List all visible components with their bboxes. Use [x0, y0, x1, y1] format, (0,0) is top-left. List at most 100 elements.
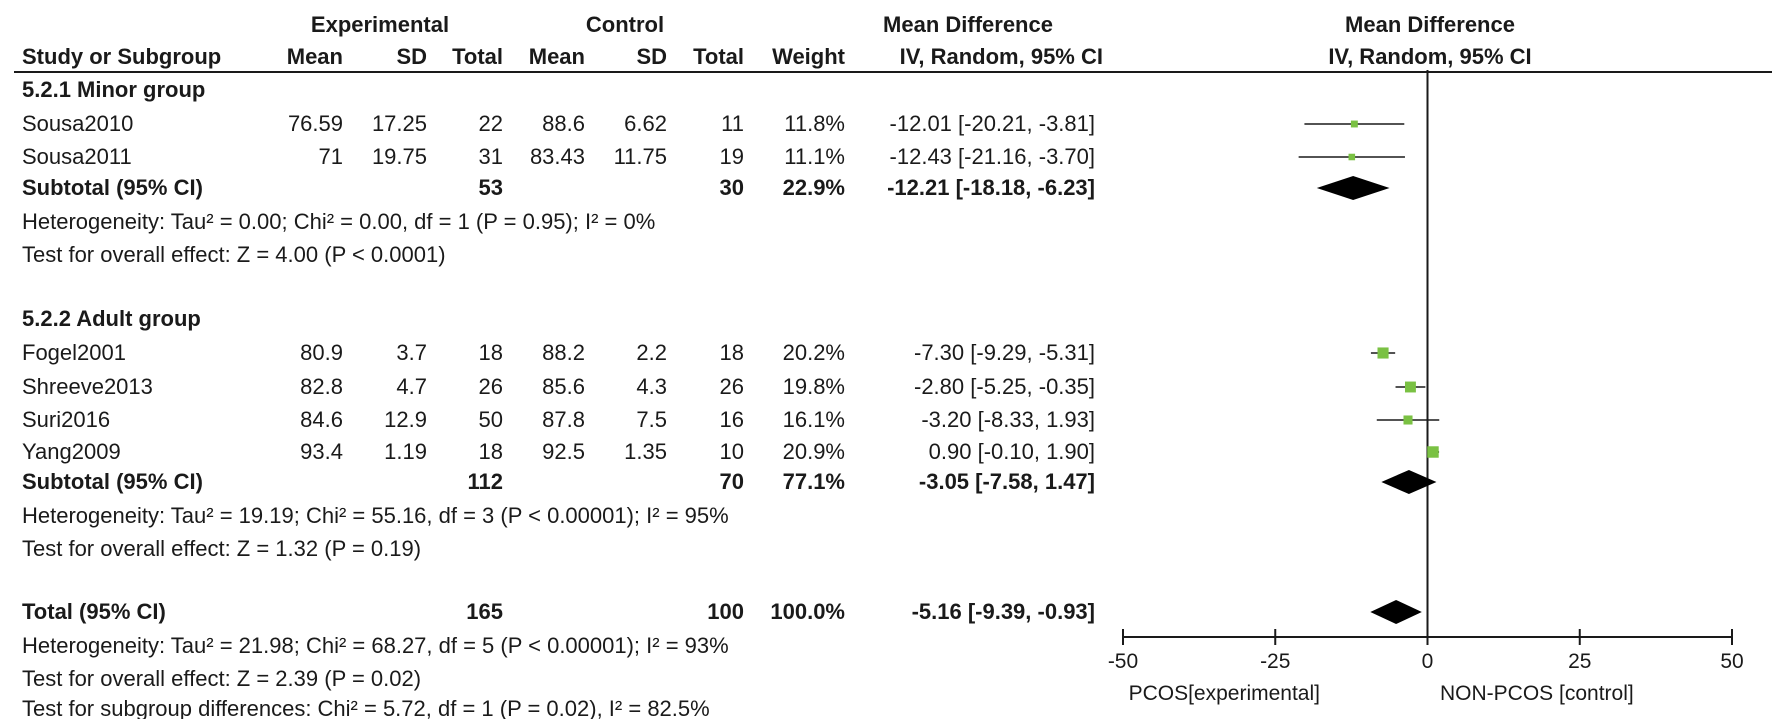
ctl-sd: 6.62 [624, 111, 667, 136]
ctl-mean: 85.6 [542, 374, 585, 399]
study-point [1350, 120, 1358, 128]
header-experimental: Experimental [311, 12, 449, 37]
subgroup-title: 5.2.1 Minor group [22, 77, 205, 102]
header-mean-difference: Mean Difference [883, 12, 1053, 37]
x-tick-label: 25 [1568, 650, 1591, 673]
study-name: Yang2009 [22, 439, 121, 464]
exp-mean: 84.6 [300, 407, 343, 432]
exp-sd: 3.7 [396, 340, 427, 365]
table-row: Shreeve2013 82.8 4.7 26 85.6 4.3 26 19.8… [22, 374, 1095, 399]
subtotal-ci: -12.21 [-18.18, -6.23] [887, 175, 1095, 200]
exp-sd: 17.25 [372, 111, 427, 136]
ctl-mean: 88.2 [542, 340, 585, 365]
heterogeneity-text: Heterogeneity: Tau² = 0.00; Chi² = 0.00,… [22, 209, 655, 234]
weight: 16.1% [783, 407, 845, 432]
study-point [1404, 381, 1416, 393]
total-exp-total: 165 [466, 599, 503, 624]
ctl-total: 19 [720, 144, 744, 169]
study-point [1427, 446, 1439, 458]
pooled-diamond [1370, 600, 1422, 624]
ctl-total: 10 [720, 439, 744, 464]
ci-text: -3.20 [-8.33, 1.93] [921, 407, 1095, 432]
header-control: Control [586, 12, 664, 37]
exp-total: 50 [479, 407, 503, 432]
col-plot-method: IV, Random, 95% CI [1328, 44, 1531, 69]
overall-effect-text: Test for overall effect: Z = 4.00 (P < 0… [22, 242, 446, 267]
subtotal-ctl-total: 30 [720, 175, 744, 200]
table-row: Yang2009 93.4 1.19 18 92.5 1.35 10 20.9%… [22, 439, 1095, 464]
exp-sd: 4.7 [396, 374, 427, 399]
study-name: Shreeve2013 [22, 374, 153, 399]
x-tick-label: 0 [1422, 650, 1434, 673]
exp-mean: 80.9 [300, 340, 343, 365]
overall-effect-text: Test for overall effect: Z = 1.32 (P = 0… [22, 536, 421, 561]
total-ci: -5.16 [-9.39, -0.93] [912, 599, 1095, 624]
col-ctl-sd: SD [636, 44, 667, 69]
exp-total: 31 [479, 144, 503, 169]
subgroup-adult: 5.2.2 Adult group Fogel2001 80.9 3.7 18 … [22, 306, 1095, 561]
total-label: Total (95% CI) [22, 599, 166, 624]
ctl-mean: 83.43 [530, 144, 585, 169]
study-name: Suri2016 [22, 407, 110, 432]
exp-total: 22 [479, 111, 503, 136]
exp-sd: 19.75 [372, 144, 427, 169]
exp-mean: 76.59 [288, 111, 343, 136]
total-section: Total (95% CI) 165 100 100.0% -5.16 [-9.… [22, 599, 1095, 719]
total-overall-effect-text: Test for overall effect: Z = 2.39 (P = 0… [22, 666, 421, 691]
exp-mean: 71 [319, 144, 343, 169]
subtotal-label: Subtotal (95% CI) [22, 175, 203, 200]
ctl-sd: 7.5 [636, 407, 667, 432]
pooled-diamond [1381, 470, 1437, 494]
study-point [1377, 347, 1389, 359]
pooled-diamond [1316, 176, 1390, 200]
weight: 11.1% [784, 144, 845, 169]
study-name: Sousa2011 [22, 144, 132, 169]
col-ctl-mean: Mean [529, 44, 585, 69]
col-exp-total: Total [452, 44, 503, 69]
ctl-mean: 92.5 [542, 439, 585, 464]
subtotal-ctl-total: 70 [720, 469, 744, 494]
table-row: Sousa2010 76.59 17.25 22 88.6 6.62 11 11… [22, 111, 1095, 136]
subtotal-row: Subtotal (95% CI) 112 70 77.1% -3.05 [-7… [22, 469, 1095, 494]
subtotal-label: Subtotal (95% CI) [22, 469, 203, 494]
weight: 19.8% [783, 374, 845, 399]
subtotal-row: Subtotal (95% CI) 53 30 22.9% -12.21 [-1… [22, 175, 1095, 200]
table-row: Fogel2001 80.9 3.7 18 88.2 2.2 18 20.2% … [22, 340, 1095, 365]
ci-text: -2.80 [-5.25, -0.35] [914, 374, 1095, 399]
table-row: Sousa2011 71 19.75 31 83.43 11.75 19 11.… [22, 144, 1095, 169]
total-weight: 100.0% [770, 599, 845, 624]
favours-left-label: PCOS[experimental] [1129, 682, 1320, 705]
exp-total: 26 [479, 374, 503, 399]
ctl-mean: 87.8 [542, 407, 585, 432]
subtotal-exp-total: 53 [479, 175, 503, 200]
weight: 20.2% [783, 340, 845, 365]
x-tick-label: -25 [1260, 650, 1290, 673]
subtotal-weight: 77.1% [783, 469, 845, 494]
exp-total: 18 [479, 340, 503, 365]
header-plot-mean-difference: Mean Difference [1345, 12, 1515, 37]
total-heterogeneity-text: Heterogeneity: Tau² = 21.98; Chi² = 68.2… [22, 633, 729, 658]
subgroup-title: 5.2.2 Adult group [22, 306, 201, 331]
weight: 11.8% [784, 111, 845, 136]
col-ctl-total: Total [693, 44, 744, 69]
x-tick-label: -50 [1108, 650, 1138, 673]
x-tick-label: 50 [1720, 650, 1743, 673]
subgroup-differences-text: Test for subgroup differences: Chi² = 5.… [22, 696, 710, 719]
plot-area: -50 -25 0 25 50 [1108, 70, 1744, 673]
exp-sd: 1.19 [384, 439, 427, 464]
subtotal-ci: -3.05 [-7.58, 1.47] [919, 469, 1095, 494]
weight: 20.9% [783, 439, 845, 464]
exp-sd: 12.9 [384, 407, 427, 432]
table-row: Suri2016 84.6 12.9 50 87.8 7.5 16 16.1% … [22, 407, 1095, 432]
ctl-sd: 11.75 [614, 144, 667, 169]
ctl-sd: 2.2 [636, 340, 667, 365]
ci-text: -7.30 [-9.29, -5.31] [914, 340, 1095, 365]
subtotal-weight: 22.9% [783, 175, 845, 200]
ci-text: -12.01 [-20.21, -3.81] [890, 111, 1095, 136]
col-exp-sd: SD [396, 44, 427, 69]
col-weight: Weight [772, 44, 846, 69]
subgroup-minor: 5.2.1 Minor group Sousa2010 76.59 17.25 … [22, 77, 1095, 267]
col-exp-mean: Mean [287, 44, 343, 69]
exp-mean: 93.4 [300, 439, 343, 464]
